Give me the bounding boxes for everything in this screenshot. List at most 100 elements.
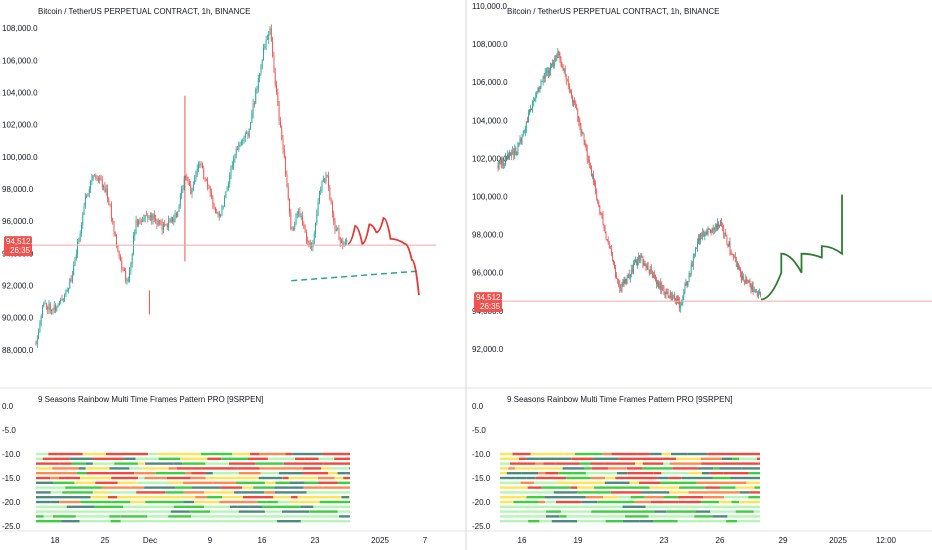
rainbow-band-segment <box>268 457 295 460</box>
left-price-value: 94,512.7 <box>6 237 38 246</box>
rainbow-band-segment <box>653 520 678 523</box>
rainbow-band-segment <box>266 520 277 523</box>
candle <box>733 256 735 258</box>
candle <box>45 303 47 308</box>
candle <box>196 168 198 175</box>
candle <box>179 195 181 207</box>
rainbow-band-segment <box>500 496 527 499</box>
rainbow-band-segment <box>593 491 611 494</box>
left-trendline <box>291 270 419 282</box>
candle <box>104 185 106 193</box>
rainbow-band-segment <box>61 520 80 523</box>
rainbow-band-segment <box>69 457 93 460</box>
candle <box>317 201 319 214</box>
candle <box>252 103 254 115</box>
candle <box>713 228 715 231</box>
candle <box>620 288 622 292</box>
candle <box>603 225 605 229</box>
time-label: 16 <box>518 536 527 545</box>
rainbow-band-segment <box>500 452 513 456</box>
right-price-value: 94,512.7 <box>476 293 508 302</box>
rainbow-band-segment <box>83 481 96 484</box>
rainbow-band-segment <box>639 481 660 484</box>
candle <box>126 280 128 282</box>
rainbow-band-segment <box>594 486 626 489</box>
rainbow-band-segment <box>74 481 84 484</box>
candle <box>685 281 687 286</box>
rainbow-band-segment <box>707 452 720 456</box>
candle <box>176 213 177 218</box>
rainbow-band-segment <box>48 452 59 456</box>
rainbow-band-segment <box>701 500 719 504</box>
candle <box>577 109 579 121</box>
rainbow-band-segment <box>318 481 338 484</box>
rainbow-band-segment <box>117 496 139 499</box>
price-tick-label: 92,000.0 <box>472 345 504 354</box>
rainbow-band-segment <box>221 457 248 460</box>
rainbow-band-segment <box>42 457 53 460</box>
candle <box>183 178 185 189</box>
rainbow-band-segment <box>194 500 220 504</box>
candle <box>246 133 248 134</box>
rainbow-band-segment <box>36 496 68 499</box>
rainbow-band-segment <box>205 462 229 465</box>
candle <box>707 229 709 234</box>
rainbow-band-segment <box>36 467 53 470</box>
candle <box>525 121 527 131</box>
candle <box>691 263 693 267</box>
rainbow-band-segment <box>191 515 200 518</box>
candle <box>696 248 697 250</box>
rainbow-band-segment <box>337 481 350 484</box>
candle <box>267 39 268 40</box>
candle <box>537 87 539 94</box>
candle <box>604 228 606 232</box>
rainbow-band-segment <box>559 515 567 518</box>
rainbow-band-segment <box>36 462 60 465</box>
time-label: 23 <box>660 536 669 545</box>
candle <box>749 280 751 287</box>
rainbow-band-segment <box>545 500 556 504</box>
rainbow-band-segment <box>321 467 331 470</box>
candle <box>99 178 101 181</box>
candle <box>226 187 228 192</box>
candle <box>751 284 753 290</box>
rainbow-band-segment <box>520 481 534 484</box>
rainbow-band-segment <box>173 505 204 508</box>
candle <box>247 133 249 137</box>
rainbow-band-segment <box>276 520 301 523</box>
candle <box>648 269 650 274</box>
candle <box>728 241 730 247</box>
candle <box>622 280 624 286</box>
candle <box>342 240 344 246</box>
candle <box>289 199 290 213</box>
candle <box>565 74 567 81</box>
candle <box>81 224 82 234</box>
candle <box>109 204 111 205</box>
candle <box>56 307 58 311</box>
candle <box>520 139 522 142</box>
candle <box>277 92 279 103</box>
rainbow-band-segment <box>577 491 594 494</box>
rainbow-band-segment <box>605 476 616 480</box>
candle <box>110 204 112 219</box>
price-tick-label: 90,000.0 <box>2 314 34 323</box>
rainbow-band-segment <box>130 500 146 504</box>
time-label: 2025 <box>371 536 389 545</box>
rainbow-band-segment <box>650 500 679 504</box>
rainbow-band-segment <box>66 510 75 513</box>
candle <box>567 80 569 87</box>
rainbow-band-segment <box>500 520 529 523</box>
left-candles <box>35 24 348 348</box>
rainbow-band-segment <box>138 496 148 499</box>
rainbow-band-segment <box>181 520 206 523</box>
candle <box>123 268 125 271</box>
candle <box>579 122 581 126</box>
rainbow-band-segment <box>292 452 323 456</box>
rainbow-band-segment <box>75 515 95 518</box>
rainbow-band-segment <box>222 520 242 523</box>
candle <box>160 221 162 223</box>
rainbow-band-segment <box>274 486 304 489</box>
rainbow-band-segment <box>62 491 93 494</box>
candle <box>693 254 695 256</box>
candle <box>228 183 229 188</box>
